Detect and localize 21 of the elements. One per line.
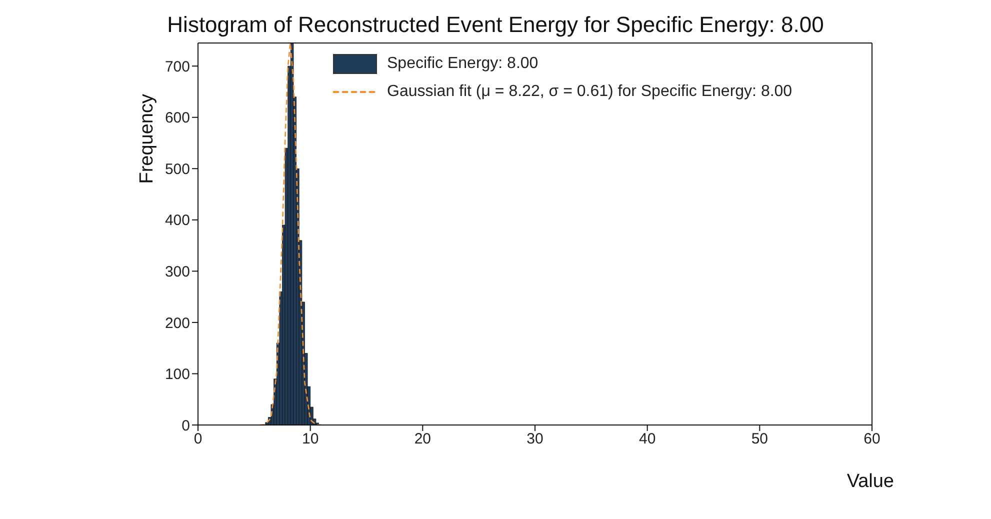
y-tick-label: 600 bbox=[164, 110, 190, 127]
y-tick-label: 0 bbox=[182, 417, 190, 434]
y-tick-label: 200 bbox=[164, 314, 190, 332]
x-tick-label: 20 bbox=[414, 430, 432, 448]
line-series bbox=[259, 43, 322, 425]
y-tick-label: 500 bbox=[164, 160, 190, 178]
x-axis-title: Value bbox=[846, 471, 894, 492]
y-tick-label: 100 bbox=[164, 366, 190, 384]
x-tick-label: 60 bbox=[864, 430, 880, 448]
chart-title: Histogram of Reconstructed Event Energy for Specific Energy: 8.00 bbox=[166, 12, 825, 38]
x-tick-label: 0 bbox=[194, 430, 202, 448]
legend-label: Gaussian fit (μ = 8.22, σ = 0.61) for Specific Energy: 8.00 bbox=[387, 82, 792, 102]
y-tick-label: 700 bbox=[164, 58, 190, 76]
x-tick-label: 30 bbox=[526, 430, 544, 448]
x-tick-label: 40 bbox=[638, 430, 656, 448]
y-tick-label: 300 bbox=[164, 264, 190, 280]
x-tick-label: 10 bbox=[302, 430, 319, 448]
y-axis-title: Frequency bbox=[136, 94, 158, 184]
y-tick-label: 400 bbox=[164, 212, 190, 230]
legend-label: Specific Energy: 8.00 bbox=[387, 54, 538, 74]
x-tick-label: 50 bbox=[751, 430, 768, 448]
